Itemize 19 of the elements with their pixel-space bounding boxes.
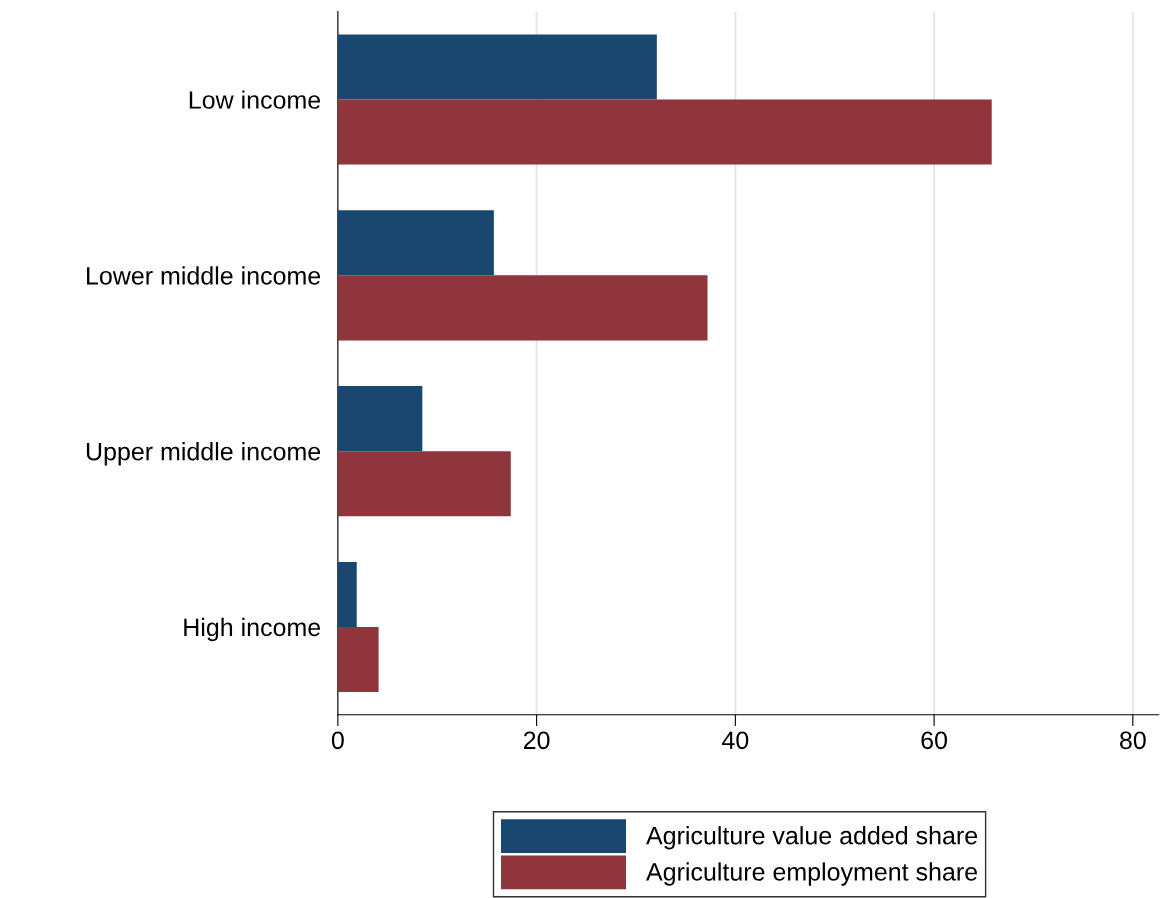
- bar: [337, 34, 657, 100]
- x-tick-label: 0: [331, 731, 344, 750]
- y-tick-label: Upper middle income: [86, 442, 321, 466]
- bar: [337, 386, 423, 452]
- y-tick-label: Lower middle income: [87, 266, 321, 285]
- y-tick-label: Low income: [189, 90, 321, 109]
- bar: [337, 210, 494, 276]
- bar: [337, 451, 511, 517]
- legend-label: Agriculture value added share: [646, 826, 978, 850]
- y-tick-label: High income: [184, 617, 321, 642]
- bar: [337, 626, 379, 692]
- legend-label: Agriculture employment share: [646, 862, 977, 886]
- bar: [337, 561, 357, 627]
- x-tick-label: 80: [1120, 731, 1146, 750]
- bar: [337, 275, 708, 341]
- x-tick-label: 60: [921, 731, 948, 750]
- x-tick-label: 20: [523, 731, 550, 750]
- bar: [337, 99, 992, 165]
- x-tick-label: 40: [722, 731, 749, 750]
